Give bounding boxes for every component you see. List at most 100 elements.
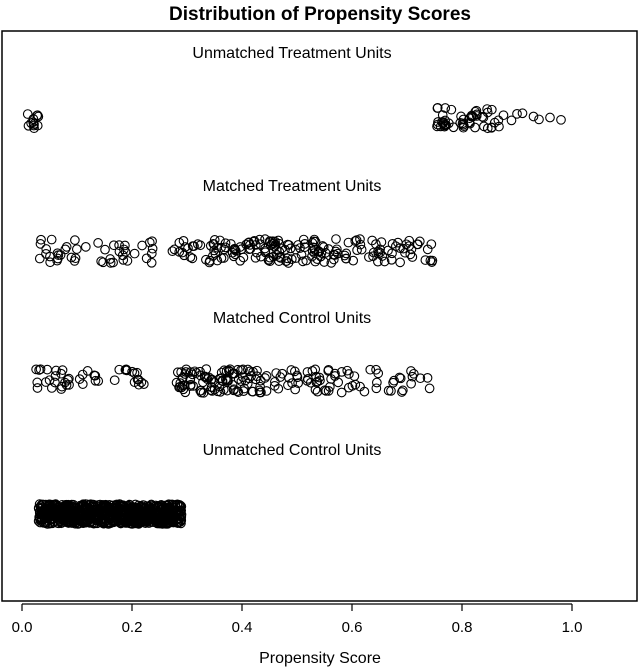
- data-point: [237, 372, 248, 383]
- data-point: [62, 374, 73, 385]
- data-point: [424, 383, 435, 394]
- data-point: [63, 512, 74, 523]
- data-point: [141, 515, 152, 526]
- data-point: [52, 255, 62, 266]
- data-point: [120, 247, 131, 257]
- data-point: [299, 239, 310, 249]
- data-point: [387, 238, 398, 249]
- data-point: [271, 368, 282, 378]
- data-point: [157, 516, 167, 526]
- data-point: [263, 254, 274, 265]
- plot-frame: [1, 30, 638, 602]
- data-point: [115, 512, 126, 523]
- data-point: [440, 103, 451, 113]
- data-point: [395, 257, 405, 268]
- data-point: [242, 378, 253, 389]
- data-point: [206, 382, 217, 392]
- data-point: [105, 258, 116, 268]
- data-point: [122, 255, 133, 266]
- data-point: [172, 517, 183, 528]
- data-point: [414, 236, 425, 247]
- data-point: [248, 236, 259, 247]
- data-point: [314, 372, 325, 383]
- data-point: [109, 375, 120, 386]
- data-point: [350, 236, 361, 246]
- data-point: [212, 242, 223, 253]
- data-point: [175, 502, 186, 512]
- data-point: [226, 239, 236, 249]
- data-point: [435, 121, 446, 132]
- x-axis-label: Propensity Score: [259, 650, 381, 667]
- data-point: [534, 114, 544, 125]
- data-point: [44, 375, 55, 386]
- data-point: [39, 509, 50, 520]
- data-point: [129, 248, 140, 259]
- data-point: [238, 364, 248, 375]
- data-point: [420, 255, 431, 265]
- data-point: [446, 104, 457, 115]
- data-point: [389, 375, 399, 386]
- data-point: [287, 378, 297, 388]
- data-point: [83, 507, 93, 518]
- data-point: [40, 499, 51, 510]
- data-point: [359, 386, 370, 397]
- data-point: [188, 381, 198, 391]
- data-point: [298, 234, 309, 245]
- data-point: [228, 385, 239, 396]
- data-point: [187, 369, 198, 380]
- data-point: [383, 245, 393, 256]
- data-point: [244, 237, 254, 248]
- group-label: Matched Control Units: [213, 310, 371, 327]
- data-point: [512, 108, 522, 119]
- data-point: [77, 379, 88, 389]
- data-point: [114, 240, 124, 250]
- data-point: [229, 244, 239, 255]
- data-point: [168, 506, 178, 516]
- data-point: [316, 248, 327, 258]
- data-point: [373, 256, 383, 267]
- data-point: [109, 240, 119, 251]
- data-point: [219, 244, 229, 255]
- data-point: [60, 504, 70, 515]
- data-point: [82, 366, 93, 376]
- data-point: [175, 378, 186, 388]
- data-point: [252, 365, 262, 376]
- data-point: [440, 119, 450, 130]
- data-point: [185, 367, 196, 377]
- data-point: [225, 364, 235, 375]
- data-point: [202, 374, 213, 385]
- data-point: [404, 235, 415, 246]
- data-point: [405, 249, 416, 260]
- data-point: [303, 374, 313, 384]
- data-point: [255, 381, 265, 392]
- data-point: [377, 251, 388, 261]
- data-point: [254, 385, 265, 396]
- data-point: [36, 234, 46, 245]
- data-point: [344, 369, 354, 379]
- data-point: [138, 379, 149, 390]
- data-point: [286, 254, 297, 264]
- group-labels: Unmatched Treatment Units Matched Treatme…: [192, 45, 391, 459]
- data-point: [330, 246, 341, 257]
- x-axis-ticks: 0.0 0.2 0.4 0.6 0.8 1.0: [12, 604, 582, 636]
- data-point: [45, 517, 55, 528]
- data-point: [196, 385, 206, 396]
- data-point: [290, 366, 300, 377]
- data-point: [292, 372, 303, 383]
- data-point: [100, 244, 110, 255]
- data-point: [93, 238, 103, 248]
- data-point: [348, 255, 359, 266]
- data-point: [178, 236, 189, 246]
- data-point: [244, 244, 254, 255]
- group-points: [33, 499, 187, 529]
- data-point: [235, 255, 246, 266]
- data-point: [506, 115, 517, 126]
- x-tick-label: 0.0: [12, 619, 33, 636]
- data-point: [331, 244, 342, 255]
- data-point: [265, 237, 275, 248]
- data-point: [147, 243, 158, 254]
- data-point: [77, 513, 88, 523]
- data-point: [42, 364, 53, 375]
- data-point: [165, 512, 176, 522]
- data-point: [183, 243, 193, 254]
